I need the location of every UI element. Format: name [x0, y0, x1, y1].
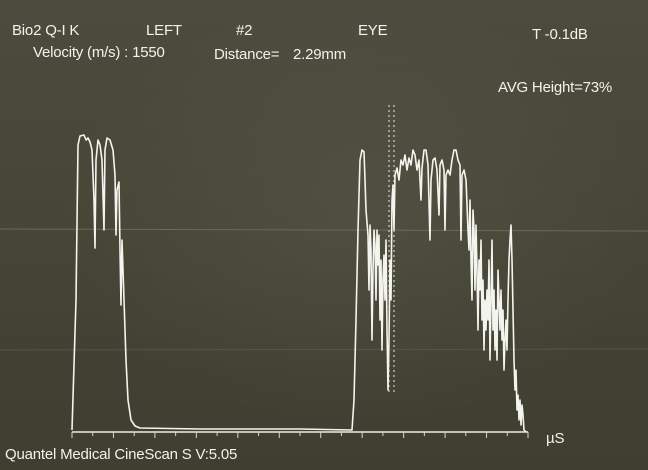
scan-artifact-line: [0, 348, 648, 351]
x-axis-unit-label: µS: [546, 430, 565, 447]
distance-value: 2.29mm: [293, 46, 346, 63]
velocity-label: Velocity (m/s) : 1550: [33, 44, 165, 61]
measure-number-label: #2: [236, 22, 253, 39]
echo-trace: [71, 134, 527, 433]
software-version-label: Quantel Medical CineScan S V:5.05: [5, 446, 238, 463]
avg-height-label: AVG Height=73%: [498, 79, 613, 96]
mode-label: EYE: [358, 22, 388, 39]
side-label: LEFT: [146, 22, 182, 39]
scan-artifact-line: [0, 228, 648, 232]
gain-label: T -0.1dB: [532, 26, 588, 43]
x-axis-ticks: [71, 432, 529, 438]
distance-label: Distance=: [214, 46, 280, 63]
device-id-label: Bio2 Q-I K: [12, 22, 80, 39]
